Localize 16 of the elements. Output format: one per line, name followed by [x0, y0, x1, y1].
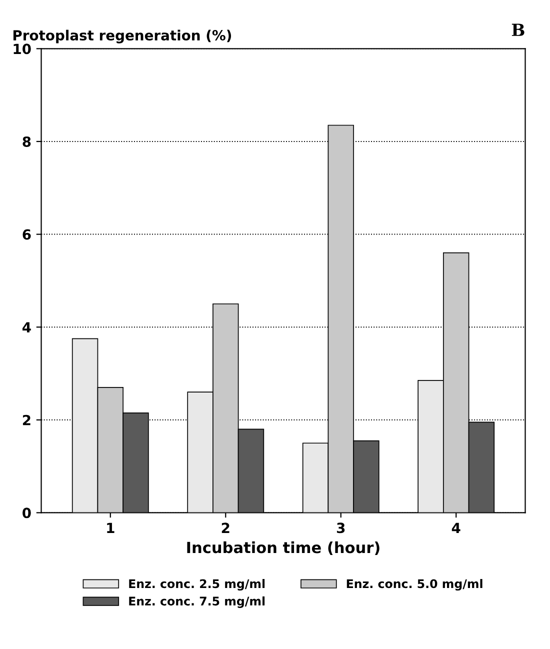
y-tick-label: 10 [14, 44, 31, 54]
legend-label: Enz. conc. 7.5 mg/ml [129, 596, 265, 608]
legend-label: Enz. conc. 2.5 mg/ml [129, 579, 265, 591]
x-axis-title: Incubation time (hour) [187, 541, 380, 556]
y-tick-label: 6 [22, 229, 31, 240]
y-tick-label: 2 [22, 414, 30, 426]
y-tick-label: 8 [22, 136, 31, 147]
x-tick-label: 4 [452, 522, 460, 533]
y-tick-label: 0 [22, 508, 31, 518]
chart-title: Protoplast regeneration (%) [13, 30, 232, 44]
x-tick-label: 2 [222, 522, 230, 533]
x-tick-label: 1 [107, 522, 114, 533]
y-tick-label: 4 [22, 322, 31, 332]
legend-label: Enz. conc. 5.0 mg/ml [346, 579, 482, 591]
text: B [512, 24, 524, 36]
x-tick-label: 3 [336, 522, 345, 534]
